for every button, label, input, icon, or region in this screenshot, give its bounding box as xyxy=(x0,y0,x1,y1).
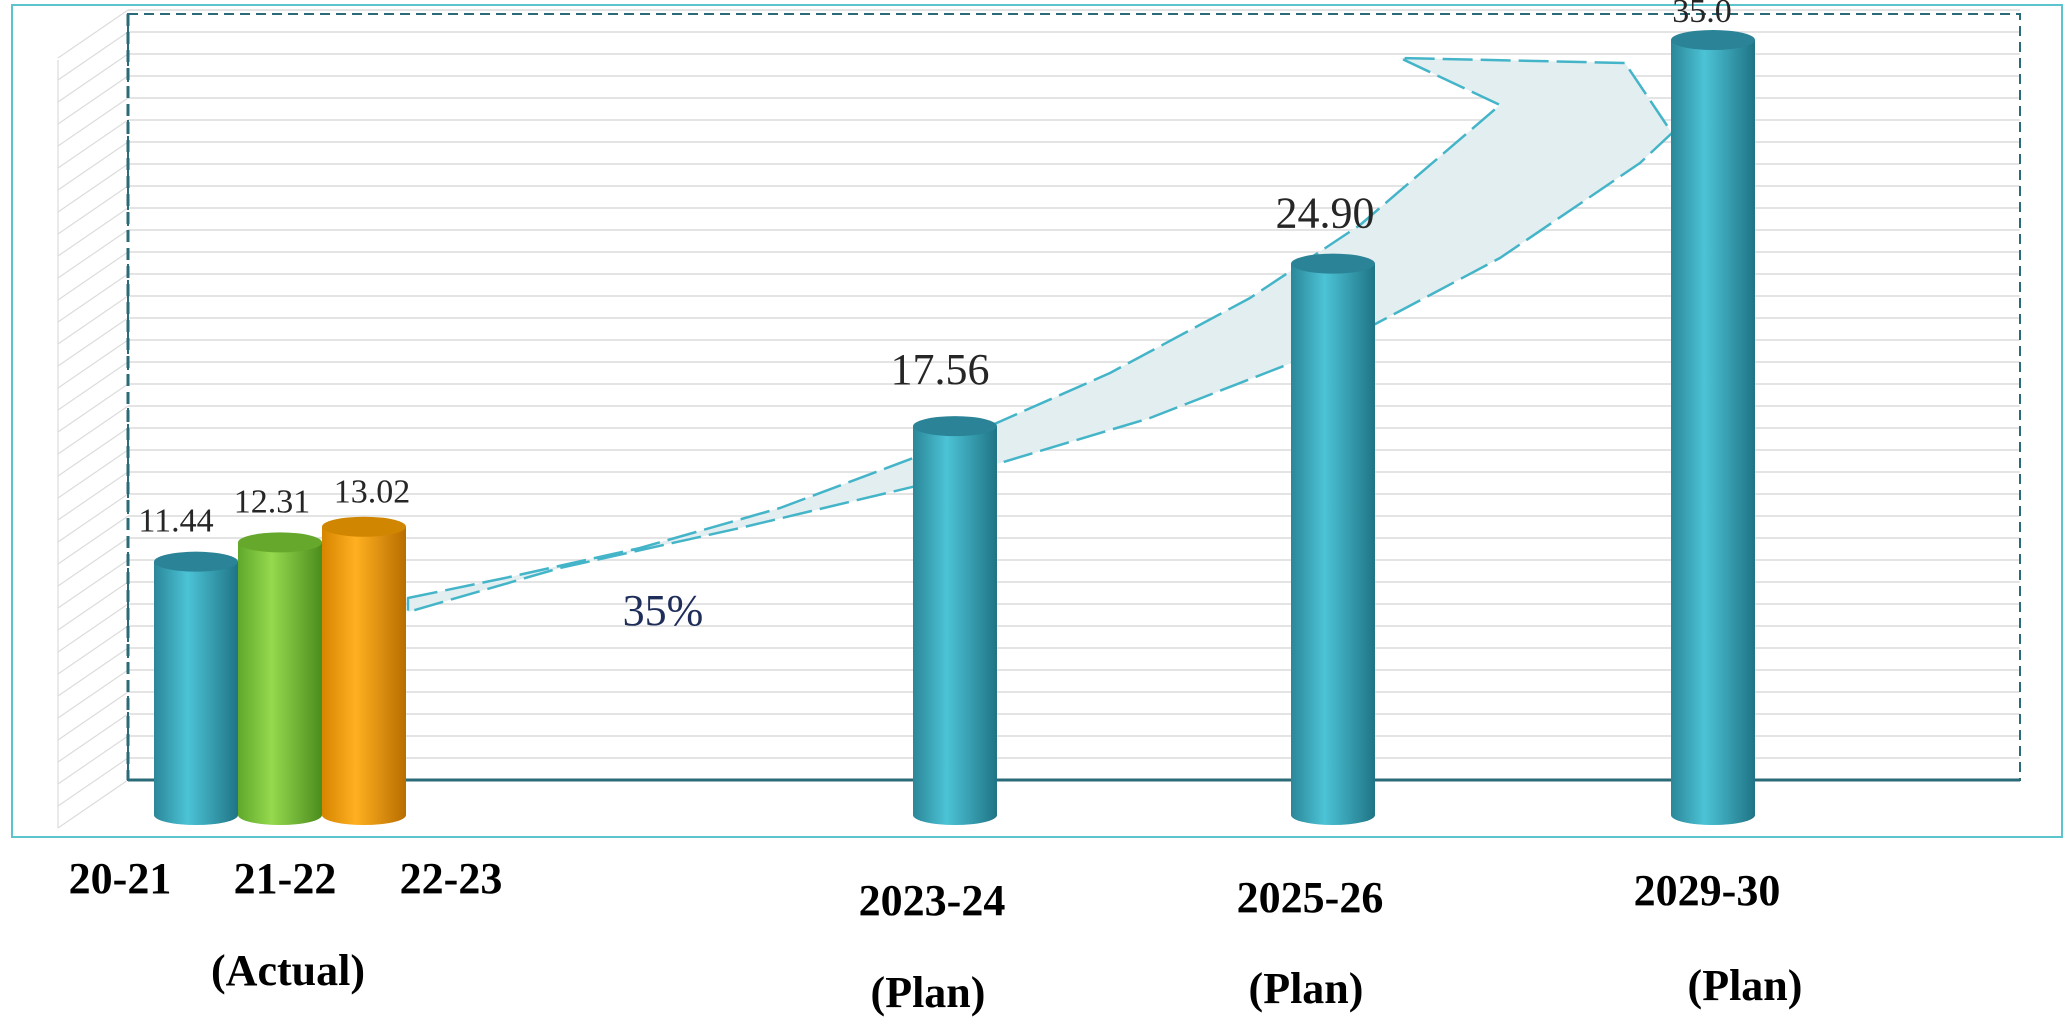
category-label: 20-21 xyxy=(69,854,172,903)
wall-gridline xyxy=(57,317,129,367)
category-label: 22-23 xyxy=(400,854,503,903)
wall-gridline xyxy=(57,537,129,587)
wall-gridline xyxy=(57,779,129,829)
wall-gridline xyxy=(57,669,129,719)
bar-21-22 xyxy=(238,532,322,825)
wall-gridline xyxy=(57,449,129,499)
wall-gridline xyxy=(57,757,129,807)
bar-body xyxy=(154,561,238,825)
wall-gridline xyxy=(57,559,129,609)
wall-gridline xyxy=(57,361,129,411)
wall-gridline xyxy=(57,119,129,169)
wall-gridline xyxy=(57,141,129,191)
growth-arrow xyxy=(406,56,1674,614)
wall-gridline xyxy=(57,185,129,235)
wall-gridline xyxy=(57,625,129,675)
wall-gridline xyxy=(57,735,129,785)
wall-gridline xyxy=(57,471,129,521)
bar-20-21 xyxy=(154,551,238,825)
bar-body xyxy=(238,542,322,825)
value-labels: 11.44 12.31 13.02 17.56 24.90 35.0 xyxy=(138,0,1731,540)
wall-gridline xyxy=(57,207,129,257)
bar-22-23 xyxy=(322,516,406,825)
value-label: 11.44 xyxy=(138,503,213,540)
wall-gridline xyxy=(57,427,129,477)
value-label: 12.31 xyxy=(234,483,311,520)
wall-gridline xyxy=(57,251,129,301)
bars xyxy=(154,30,1755,825)
value-label: 24.90 xyxy=(1276,189,1375,238)
wall-gridline xyxy=(57,295,129,345)
wall-gridline xyxy=(57,273,129,323)
wall-gridline xyxy=(57,339,129,389)
bar-2025-26 xyxy=(1291,253,1375,825)
value-label: 17.56 xyxy=(891,345,990,394)
wall-gridline xyxy=(57,713,129,763)
bar-body xyxy=(1291,263,1375,825)
wall-gridline xyxy=(57,97,129,147)
group-label-actual: (Actual) xyxy=(211,946,365,995)
category-label: 2025-26 xyxy=(1237,873,1384,922)
bar-2023-24 xyxy=(913,416,997,825)
bar-top xyxy=(1671,30,1755,50)
value-label: 35.0 xyxy=(1672,0,1732,30)
wall-gridline xyxy=(57,163,129,213)
bar-top xyxy=(913,416,997,437)
wall-gridline xyxy=(57,603,129,653)
bar-body xyxy=(913,426,997,825)
bar-2029-30 xyxy=(1671,30,1755,825)
bar-top xyxy=(154,551,238,572)
bar-top xyxy=(238,532,322,553)
side-wall xyxy=(57,9,129,829)
wall-gridline xyxy=(57,647,129,697)
category-label: 2029-30 xyxy=(1634,866,1781,915)
wall-gridline xyxy=(57,229,129,279)
value-label: 13.02 xyxy=(334,474,411,511)
wall-gridline xyxy=(57,493,129,543)
bar-top xyxy=(322,516,406,537)
chart-frame xyxy=(11,4,2063,838)
bar-body xyxy=(322,526,406,825)
category-label: 21-22 xyxy=(234,854,337,903)
category-labels: 20-21 21-22 22-23 2023-24 2025-26 2029-30 xyxy=(69,854,1781,925)
group-label-plan-2029-30: (Plan) xyxy=(1688,961,1803,1010)
wall-gridline xyxy=(57,515,129,565)
wall-gridline xyxy=(57,9,129,59)
bar-top xyxy=(1291,253,1375,274)
wall-gridline xyxy=(57,383,129,433)
wall-gridline xyxy=(57,691,129,741)
bar-body xyxy=(1671,40,1755,825)
wall-gridline xyxy=(57,53,129,103)
group-label-plan-2023-24: (Plan) xyxy=(871,968,986,1017)
growth-annotation: 35% xyxy=(623,586,704,635)
wall-gridline xyxy=(57,31,129,81)
wall-gridline xyxy=(57,581,129,631)
wall-gridline xyxy=(57,75,129,125)
group-label-plan-2025-26: (Plan) xyxy=(1249,964,1364,1013)
category-label: 2023-24 xyxy=(859,876,1006,925)
wall-gridline xyxy=(57,405,129,455)
